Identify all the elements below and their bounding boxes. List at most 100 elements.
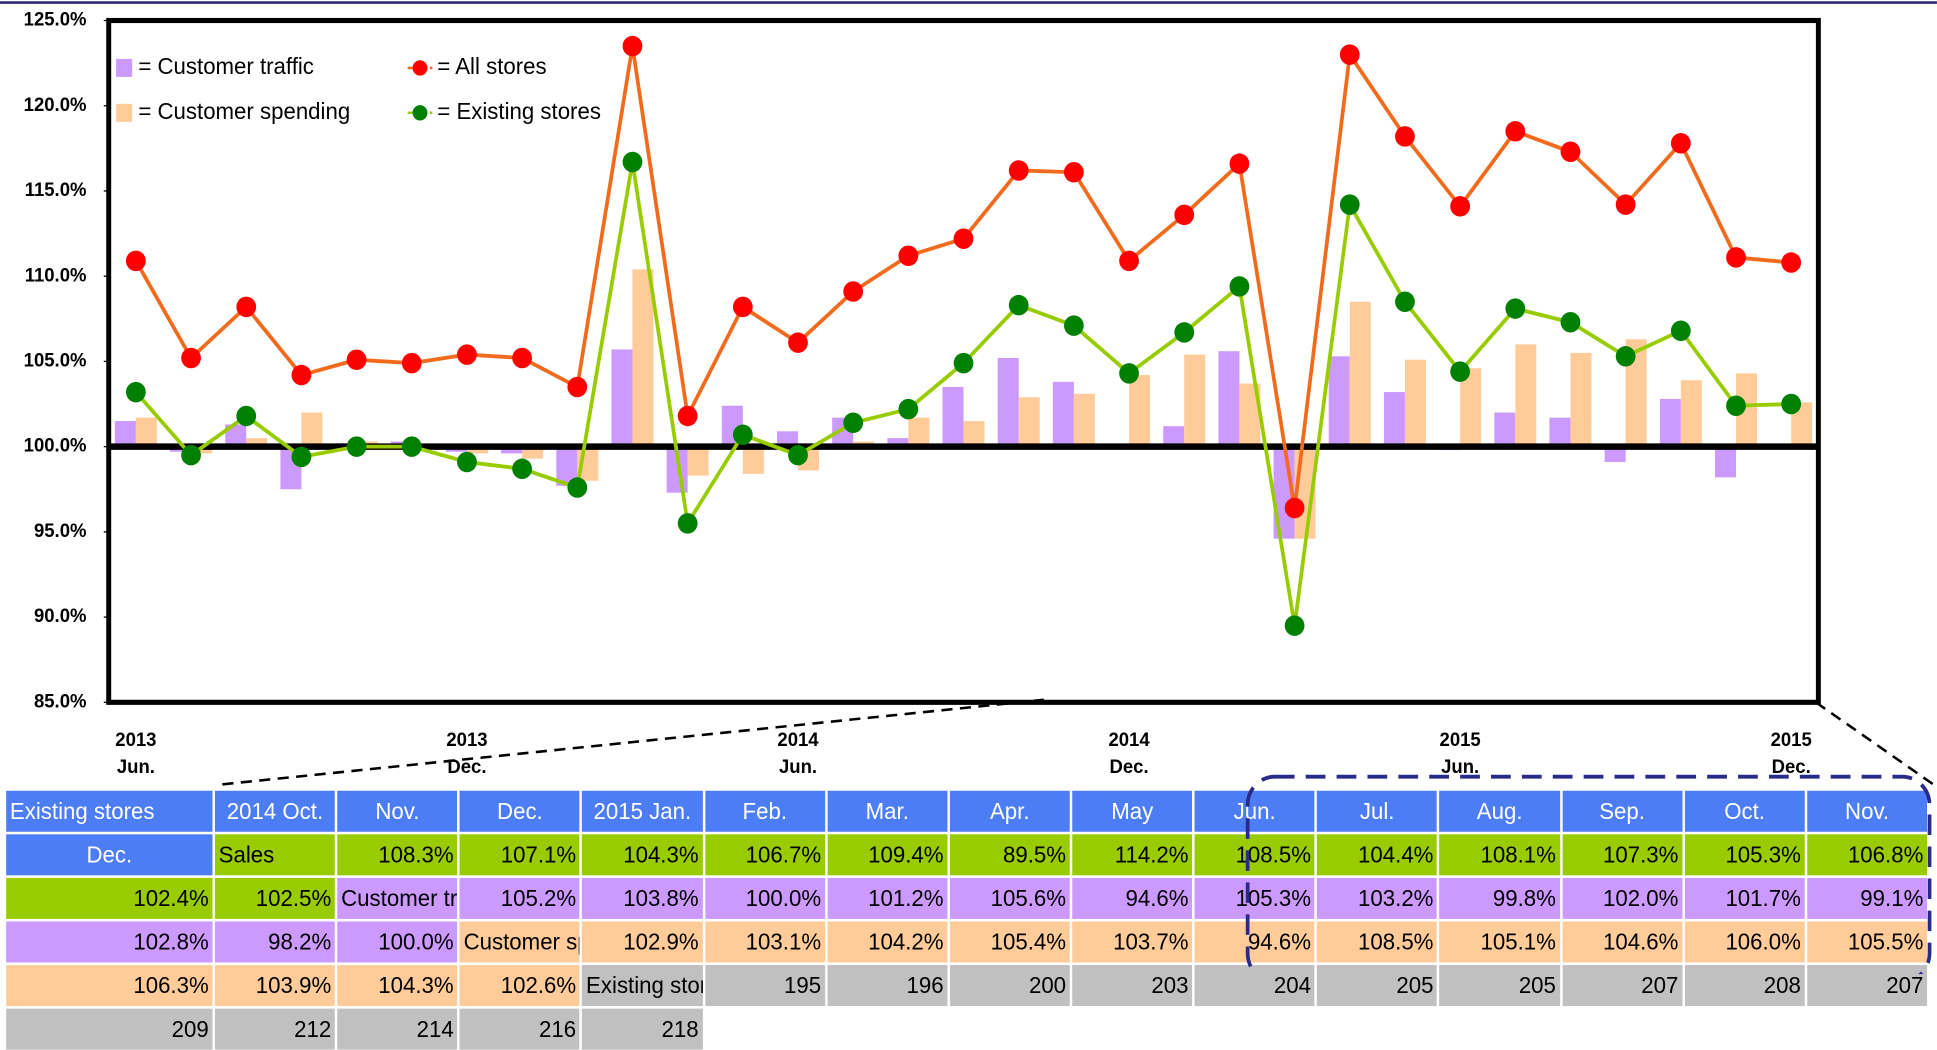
point: [1505, 121, 1526, 142]
table-cell: 94.6%: [1194, 921, 1315, 963]
table-cell: 103.7%: [1072, 921, 1193, 963]
table-cell: 105.6%: [949, 877, 1070, 919]
point: [1064, 315, 1084, 336]
legend-label: = Customer traffic: [138, 53, 314, 79]
bar: [246, 438, 268, 447]
point: [1560, 311, 1581, 333]
bar: [556, 446, 578, 486]
point: [1450, 361, 1471, 382]
point: [1008, 294, 1029, 316]
point: [677, 513, 698, 534]
table-header: Aug.: [1439, 790, 1560, 832]
point: [126, 250, 146, 272]
bar: [1570, 352, 1592, 447]
bar: [1515, 344, 1537, 447]
point: [1726, 395, 1746, 416]
bar: [501, 446, 523, 454]
table-cell: 102.8%: [6, 921, 213, 963]
table-cell: 102.4%: [6, 877, 213, 919]
table-header: Oct.: [1684, 790, 1805, 832]
point: [1395, 291, 1415, 313]
point: [1670, 132, 1691, 154]
bar: [1791, 402, 1813, 447]
x-tick-label: 2013 Dec.: [446, 729, 488, 778]
table-cell: 102.5%: [214, 877, 335, 919]
point: [622, 35, 643, 57]
point: [291, 364, 312, 386]
x-tick-label: 2014 Jun.: [777, 729, 819, 778]
point: [181, 444, 201, 466]
x-tick-label: 2014 Dec.: [1108, 729, 1150, 778]
point: [457, 344, 477, 365]
data-table: Existing stores 2014 Oct. Nov. Dec. 2015 Jan…: [6, 790, 1928, 1050]
table-cell: 106.3%: [6, 965, 213, 1007]
bar: [1349, 301, 1371, 447]
point: [843, 412, 864, 434]
table-cell: 207: [1807, 965, 1928, 1007]
table-cell: 101.2%: [827, 877, 948, 919]
table-header: Apr.: [949, 790, 1070, 832]
point: [1615, 194, 1636, 215]
table-header: Mar.: [827, 790, 948, 832]
point: [1064, 161, 1084, 183]
legend-marker: [412, 60, 428, 76]
table-cell: 94.6%: [1072, 877, 1193, 919]
bar: [1659, 398, 1681, 447]
bar: [1680, 380, 1702, 447]
table-cell: 105.2%: [459, 877, 580, 919]
row-label: Sales: [214, 834, 335, 876]
y-tick-label: 115.0%: [25, 179, 87, 200]
table-cell: 104.3%: [337, 965, 458, 1007]
table-cell: 105.1%: [1439, 921, 1560, 963]
point: [346, 436, 367, 457]
table-header: Jul.: [1317, 790, 1438, 832]
bar: [1383, 392, 1405, 447]
bar: [687, 446, 709, 476]
table-cell: 105.4%: [949, 921, 1070, 963]
table-header: Dec.: [6, 834, 213, 876]
point: [1284, 615, 1305, 636]
point: [457, 451, 477, 473]
point: [1395, 126, 1415, 147]
table-cell: 108.1%: [1439, 834, 1560, 876]
bar: [1073, 393, 1095, 447]
point: [236, 405, 257, 427]
table-cell: 101.7%: [1684, 877, 1805, 919]
table-cell: 203: [1072, 965, 1193, 1007]
y-tick-label: 125.0%: [24, 8, 87, 29]
table-cell: 102.0%: [1562, 877, 1683, 919]
table-cell: 205: [1439, 965, 1560, 1007]
bar: [1604, 446, 1626, 462]
point: [346, 349, 367, 370]
point: [1781, 393, 1802, 415]
point: [1008, 160, 1029, 181]
table-cell: 104.4%: [1317, 834, 1438, 876]
point: [732, 296, 753, 318]
table-header: Nov.: [337, 790, 458, 832]
bar: [1460, 368, 1482, 447]
table-cell: 103.9%: [214, 965, 335, 1007]
point: [1781, 252, 1802, 273]
point: [953, 352, 974, 374]
table-cell: 89.5%: [949, 834, 1070, 876]
bar: [1549, 417, 1571, 447]
table-cell: 105.3%: [1194, 877, 1315, 919]
point: [953, 228, 974, 249]
table-cell: 114.2%: [1072, 834, 1193, 876]
plot-frame: [106, 17, 1821, 705]
table-header: Sep.: [1562, 790, 1683, 832]
point: [843, 281, 864, 302]
callout-line: [1815, 701, 1934, 786]
table-cell: 100.0%: [337, 921, 458, 963]
point: [567, 376, 588, 398]
bar: [191, 446, 213, 454]
point: [1339, 194, 1360, 215]
bar: [1239, 383, 1261, 447]
bar: [611, 349, 633, 447]
table-header: Existing stores: [6, 790, 213, 832]
point: [512, 347, 533, 369]
table-cell: 204: [1194, 965, 1315, 1007]
table-cell: 208: [1684, 965, 1805, 1007]
table-cell: 103.8%: [582, 877, 703, 919]
